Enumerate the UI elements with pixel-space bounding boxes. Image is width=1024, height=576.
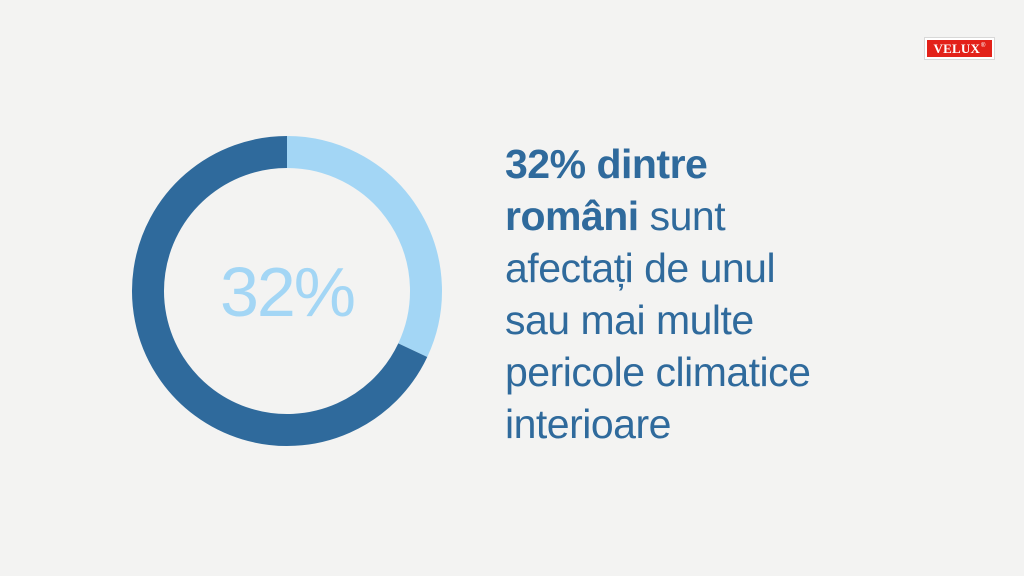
headline-line-2: români sunt [505,190,1005,242]
donut-chart: 32% [132,136,442,446]
headline-line-6: interioare [505,401,671,447]
donut-slice-1 [286,136,442,357]
headline-line-5: pericole climatice [505,349,811,395]
headline-statement: 32% dintre români sunt afectați de unul … [505,138,1005,450]
headline-line-1: 32% dintre [505,138,1005,190]
headline-rest-2: sunt [638,193,726,239]
center-percentage-label: 32% [220,253,354,331]
logo-text: VELUX [933,40,981,56]
registered-mark: ® [981,43,986,49]
headline-bold-1: 32% dintre [505,141,708,187]
velux-logo: VELUX ® [924,37,995,60]
donut-slice-2 [132,136,428,446]
headline-line-3: afectați de unul [505,245,776,291]
donut-slices [132,136,442,446]
headline-bold-2: români [505,193,639,239]
headline-line-4: sau mai multe [505,297,754,343]
